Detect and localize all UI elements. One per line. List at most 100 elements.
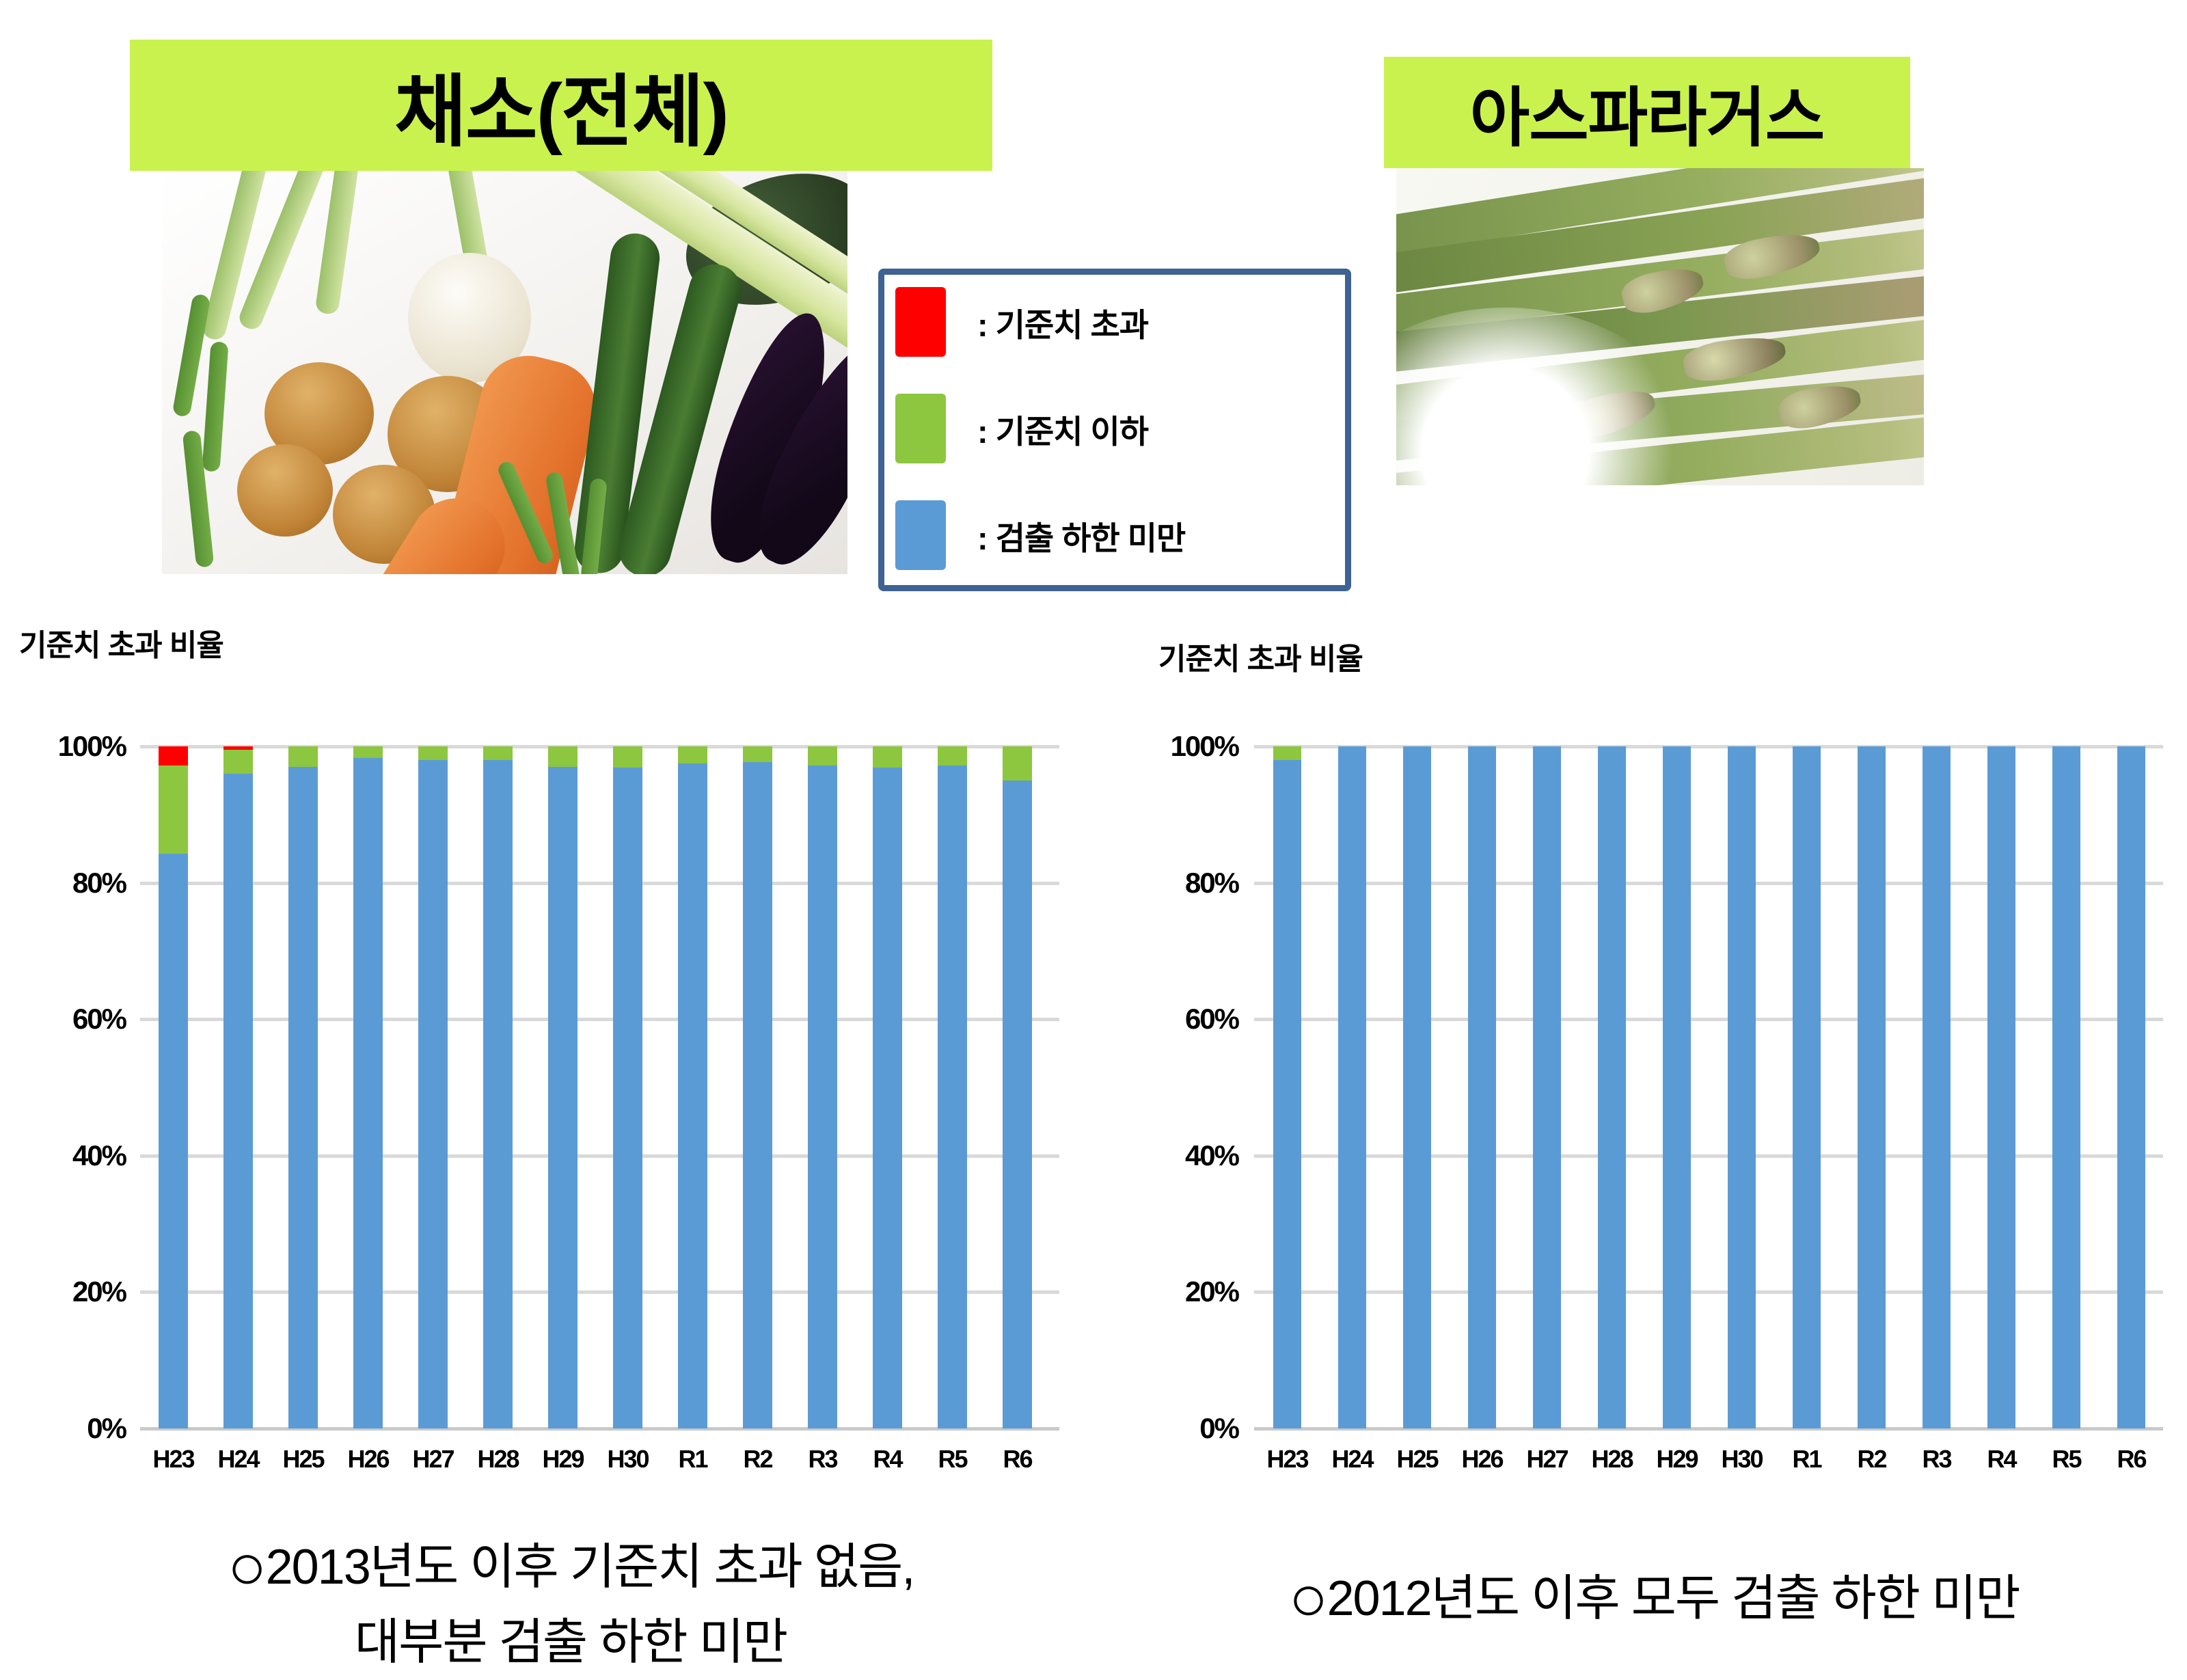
bar-segment-R3 <box>808 765 837 1428</box>
bar-segment-H30 <box>613 767 642 1428</box>
bar-segment-H29 <box>1663 746 1691 1428</box>
legend-item-below-detection: : 검출 하한 미만 <box>895 500 1345 570</box>
asparagus-title-banner: 아스파라거스 <box>1384 57 1910 168</box>
legend-label: : 기준치 초과 <box>977 306 1149 343</box>
bar-segment-H23 <box>159 765 188 854</box>
y-tick-label: 0% <box>1199 1412 1240 1444</box>
gridline-20% <box>1254 1290 2163 1295</box>
vegetables-title-banner: 채소(전체) <box>130 40 992 171</box>
right-chart-plot-area: H23 H24 H25 H26 H27 H28 H29 H30 R1 R2 R3 R4 R5 R6 <box>1254 745 2163 1473</box>
bar-segment-R5 <box>938 765 967 1428</box>
left-chart-title: 기준치 초과 비율 <box>19 629 224 662</box>
x-tick-label-H28: H28 <box>477 1445 519 1473</box>
left-chart-plot-area: H23 H24 H25 H26 H27 H28 H29 H30 R1 R2 R3 R4 R5 R6 <box>140 745 1059 1473</box>
gridline-0% <box>1254 1427 2163 1431</box>
y-tick-label: 40% <box>72 1139 127 1171</box>
bar-segment-H24 <box>223 746 253 750</box>
bar-segment-R5 <box>938 746 967 766</box>
x-tick-label-R4: R4 <box>1987 1445 2017 1473</box>
gridline-100% <box>1254 745 2163 748</box>
gridline-40% <box>140 1154 1059 1158</box>
legend-item-below-standard: : 기준치 이하 <box>895 394 1345 463</box>
x-tick-label-H24: H24 <box>1331 1445 1374 1473</box>
gridline-80% <box>140 881 1059 885</box>
bar-segment-H27 <box>1533 746 1561 1428</box>
legend-swatch-green <box>895 394 946 463</box>
x-tick-label-H24: H24 <box>217 1445 260 1473</box>
bar-segment-H23 <box>1273 759 1301 1428</box>
legend-label: : 검출 하한 미만 <box>977 519 1186 556</box>
pea-pod <box>172 293 211 418</box>
x-tick-label-H26: H26 <box>347 1445 390 1473</box>
y-tick-label: 60% <box>72 1003 127 1035</box>
bar-segment-H26 <box>353 757 383 1428</box>
bar-segment-R3 <box>808 746 837 766</box>
bar-segment-R6 <box>2117 746 2145 1428</box>
right-chart-y-axis: 0% 20% 40% 60% 80% 100% <box>1126 730 1242 1444</box>
bar-segment-H24 <box>223 750 253 774</box>
brown-onion <box>237 444 333 537</box>
y-tick-label: 0% <box>87 1412 127 1444</box>
y-tick-label: 20% <box>72 1275 127 1308</box>
x-tick-label-H25: H25 <box>282 1445 325 1473</box>
bar-segment-H23 <box>159 853 188 1428</box>
x-tick-label-R2: R2 <box>743 1445 773 1473</box>
bar-segment-R6 <box>1003 780 1032 1428</box>
bar-segment-H25 <box>1403 746 1431 1428</box>
x-tick-label-H27: H27 <box>412 1445 454 1473</box>
bar-segment-H30 <box>613 746 642 768</box>
x-tick-label-H25: H25 <box>1396 1445 1439 1473</box>
x-tick-label-R1: R1 <box>678 1445 708 1473</box>
gridline-40% <box>1254 1154 2163 1158</box>
bar-segment-H24 <box>1338 746 1366 1428</box>
bar-segment-R1 <box>678 763 707 1428</box>
gridline-20% <box>140 1290 1059 1295</box>
asparagus-title: 아스파라거스 <box>1469 82 1825 154</box>
vegetables-photo <box>162 171 847 574</box>
caption-line: 대부분 검출 하한 미만 <box>354 1615 788 1670</box>
bar-segment-H29 <box>548 746 578 767</box>
bar-segment-H28 <box>1598 746 1626 1428</box>
bar-segment-H26 <box>353 746 383 758</box>
legend-swatch-blue <box>895 500 946 570</box>
bar-segment-R1 <box>1793 746 1821 1428</box>
asparagus-photo <box>1396 168 1924 485</box>
bar-segment-R5 <box>2052 746 2080 1428</box>
gridline-0% <box>140 1427 1059 1431</box>
x-tick-label-H28: H28 <box>1591 1445 1633 1473</box>
bar-segment-H29 <box>548 766 578 1428</box>
legend-swatch-red <box>895 287 946 357</box>
y-tick-label: 20% <box>1184 1275 1240 1308</box>
circle-bullet-icon: ○ <box>227 1530 267 1603</box>
x-tick-label-R4: R4 <box>873 1445 903 1473</box>
gridline-60% <box>1254 1018 2163 1022</box>
bar-segment-R2 <box>743 761 772 1428</box>
celery-stalk <box>314 171 361 316</box>
bar-segment-H26 <box>1468 746 1496 1428</box>
gridline-60% <box>140 1018 1059 1022</box>
pea-pod <box>202 341 229 472</box>
right-chart-caption: ○2012년도 이후 모두 검출 하한 미만 <box>1288 1562 2020 1635</box>
y-tick-label: 40% <box>1184 1139 1240 1171</box>
x-tick-label-R6: R6 <box>2117 1445 2147 1473</box>
x-tick-label-H26: H26 <box>1461 1445 1504 1473</box>
x-tick-label-H23: H23 <box>1266 1445 1309 1473</box>
legend-label: : 기준치 이하 <box>977 413 1149 450</box>
x-tick-label-H29: H29 <box>1656 1445 1698 1473</box>
right-chart-title: 기준치 초과 비율 <box>1158 642 1363 676</box>
bar-segment-R4 <box>1987 746 2015 1428</box>
y-tick-label: 100% <box>1170 730 1240 762</box>
y-tick-label: 80% <box>72 866 127 899</box>
bar-segment-R2 <box>743 746 772 762</box>
bar-segment-H23 <box>159 746 188 766</box>
bar-segment-R1 <box>678 746 707 763</box>
bar-segment-H27 <box>418 759 448 1428</box>
bar-segment-R4 <box>873 746 902 768</box>
bar-segment-R4 <box>873 767 902 1428</box>
left-chart-y-axis: 0% 20% 40% 60% 80% 100% <box>14 730 130 1444</box>
x-tick-label-R2: R2 <box>1857 1445 1887 1473</box>
circle-bullet-icon: ○ <box>1288 1562 1328 1635</box>
bar-segment-R3 <box>1923 746 1951 1428</box>
chart-legend: : 기준치 초과 : 기준치 이하 : 검출 하한 미만 <box>878 269 1351 591</box>
x-tick-label-R5: R5 <box>938 1445 968 1473</box>
